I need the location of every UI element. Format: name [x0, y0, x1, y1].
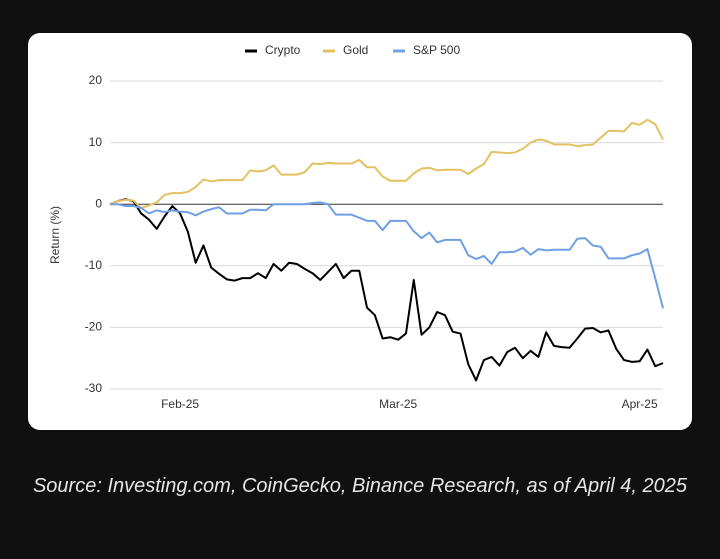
y-tick-label: -20 — [85, 320, 103, 334]
caption: Source: Investing.com, CoinGecko, Binanc… — [32, 475, 688, 497]
y-tick-label: -30 — [85, 381, 103, 395]
y-axis-label: Return (%) — [48, 206, 62, 264]
line-series — [109, 118, 664, 209]
card — [28, 33, 692, 430]
x-tick-label: Mar-25 — [379, 397, 417, 411]
y-tick-label: 20 — [89, 73, 103, 87]
legend-label: S&P 500 — [413, 43, 460, 57]
y-tick-label: 10 — [89, 135, 103, 149]
y-tick-label: -10 — [85, 258, 103, 272]
line-series — [110, 201, 664, 309]
x-tick-label: Apr-25 — [622, 397, 658, 411]
line-series — [109, 198, 664, 382]
x-tick-label: Feb-25 — [161, 397, 199, 411]
y-tick-label: 0 — [95, 196, 102, 210]
legend-label: Crypto — [265, 43, 301, 57]
legend-label: Gold — [343, 43, 368, 57]
